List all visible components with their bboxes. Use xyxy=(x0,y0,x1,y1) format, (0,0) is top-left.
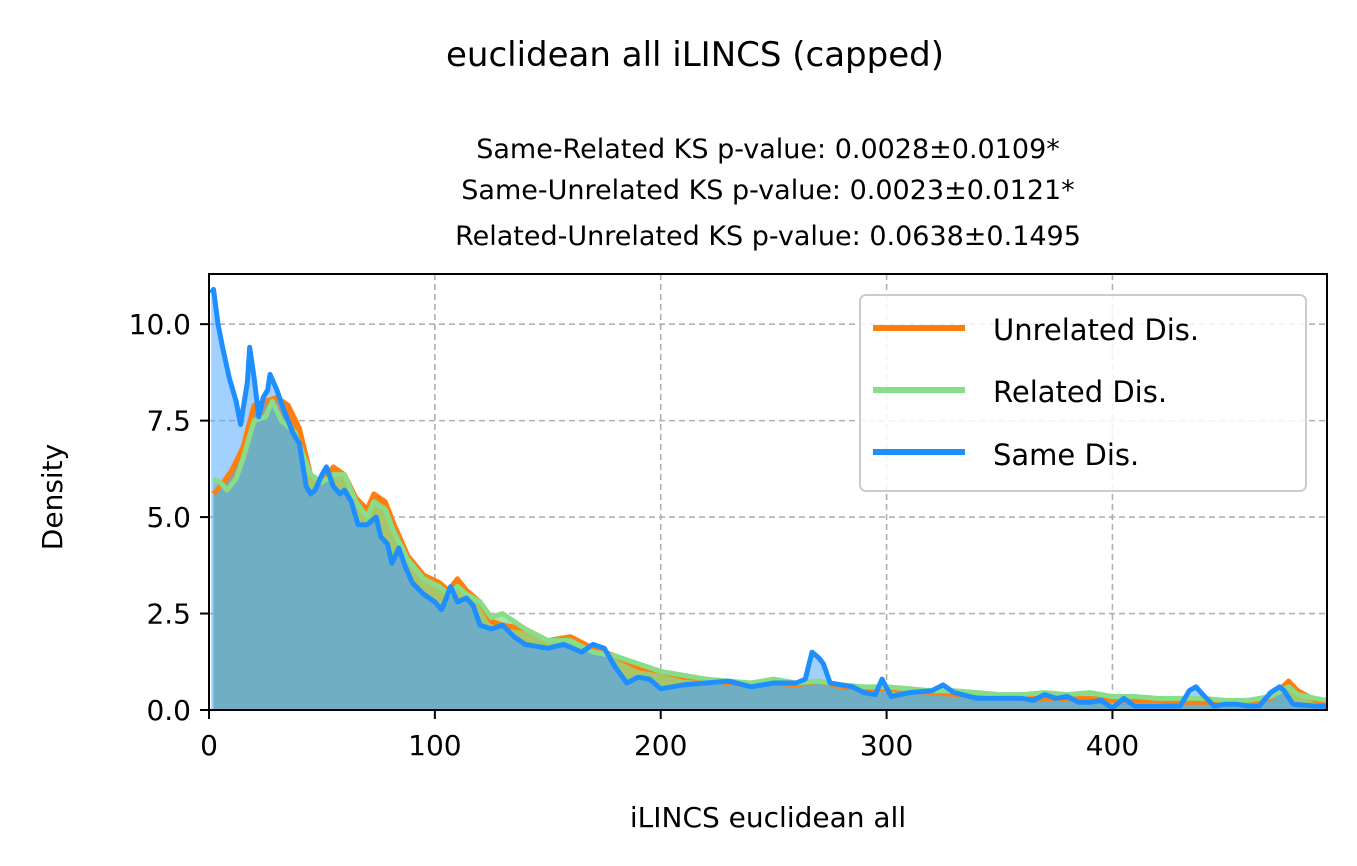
y-tick-label: 2.5 xyxy=(146,598,191,631)
x-axis-ticks: 0 100 200 300 400 xyxy=(200,710,1139,762)
y-axis-ticks: 0.0 2.5 5.0 7.5 10.0 xyxy=(129,308,209,727)
x-tick-label: 100 xyxy=(408,729,461,762)
y-tick-label: 0.0 xyxy=(146,694,191,727)
line-same xyxy=(209,286,1327,711)
y-axis-label: Density xyxy=(36,444,69,550)
plot-frame xyxy=(208,273,1328,711)
x-tick-label: 0 xyxy=(200,729,218,762)
legend-label-same: Same Dis. xyxy=(993,438,1139,472)
area-overlap xyxy=(213,401,1327,710)
ks-title-line-2: Same-Unrelated KS p-value: 0.0023±0.0121… xyxy=(461,175,1074,206)
density-areas xyxy=(211,289,1328,710)
x-tick-label: 200 xyxy=(634,729,687,762)
legend-box xyxy=(859,294,1307,492)
density-lines xyxy=(209,286,1328,711)
ks-title-line-3: Related-Unrelated KS p-value: 0.0638±0.1… xyxy=(455,221,1081,252)
legend: Unrelated Dis. Related Dis. Same Dis. xyxy=(859,294,1307,492)
plot-area xyxy=(208,273,1328,711)
y-tick-label: 5.0 xyxy=(146,501,191,534)
chart-suptitle: euclidean all iLINCS (capped) xyxy=(446,35,944,75)
legend-label-unrelated: Unrelated Dis. xyxy=(993,313,1199,347)
legend-label-related: Related Dis. xyxy=(993,375,1167,409)
ks-title-line-1: Same-Related KS p-value: 0.0028±0.0109* xyxy=(476,134,1060,165)
x-tick-label: 400 xyxy=(1086,729,1139,762)
x-tick-label: 300 xyxy=(860,729,913,762)
y-tick-label: 10.0 xyxy=(129,308,191,341)
x-axis-label: iLINCS euclidean all xyxy=(630,801,906,834)
y-tick-label: 7.5 xyxy=(146,405,191,438)
